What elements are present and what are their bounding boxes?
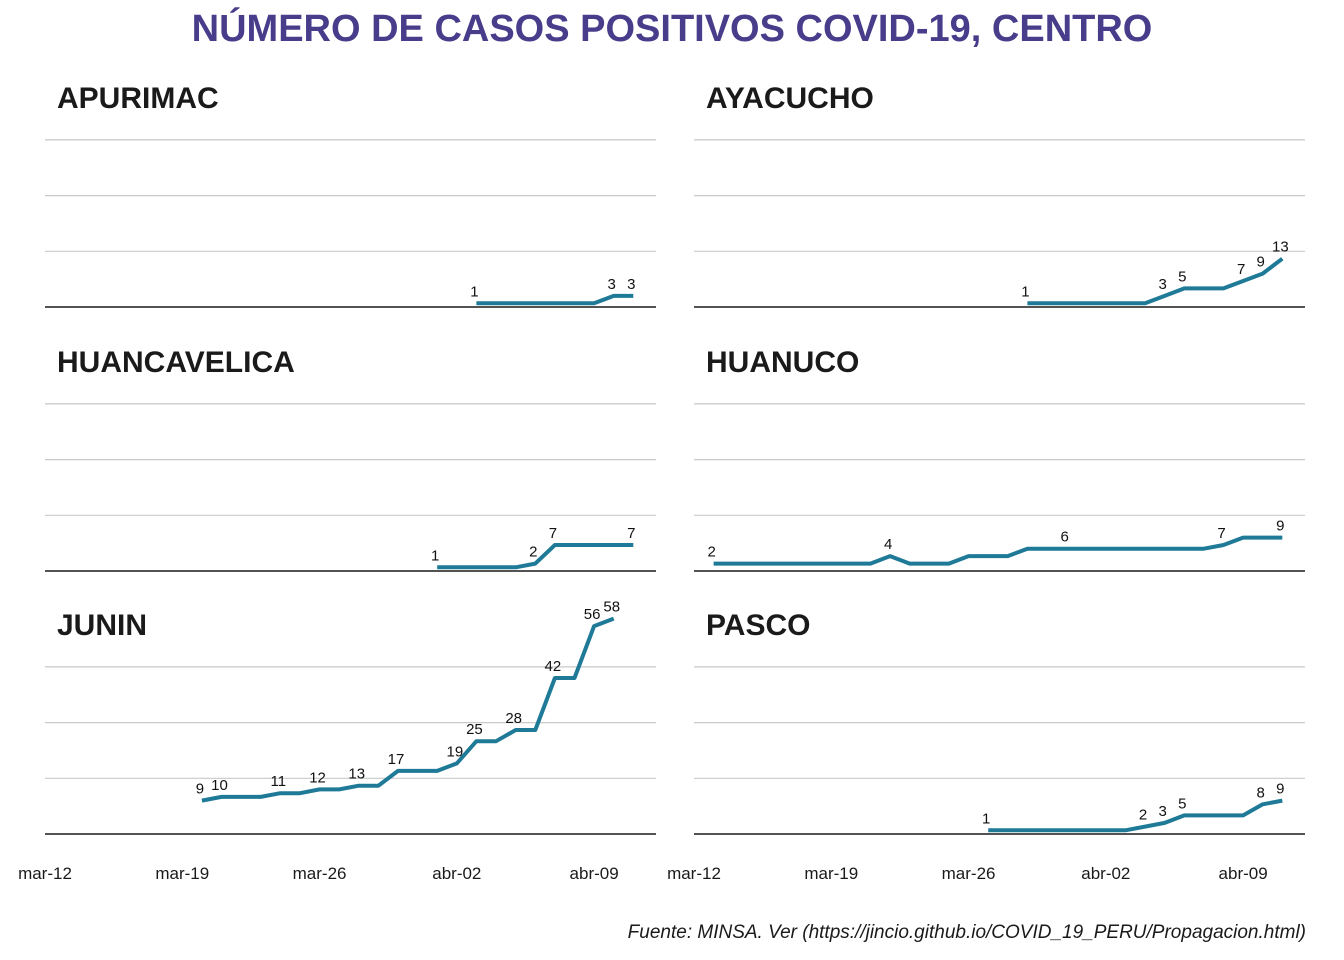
- x-tick-label: mar-12: [18, 864, 72, 883]
- pasco-data-label: 3: [1158, 803, 1166, 820]
- apurimac-data-label: 1: [470, 283, 478, 300]
- huancavelica-data-label: 7: [549, 525, 557, 542]
- huancavelica-data-label: 7: [627, 525, 635, 542]
- x-tick-label: abr-02: [1081, 864, 1130, 883]
- junin-data-label: 56: [584, 606, 601, 623]
- panel-title-pasco: PASCO: [706, 609, 810, 642]
- junin-data-label: 10: [211, 777, 228, 794]
- x-tick-label: abr-02: [432, 864, 481, 883]
- apurimac-data-label: 3: [627, 276, 635, 293]
- pasco-series-line: [988, 798, 1283, 833]
- junin-data-label: 25: [466, 721, 483, 738]
- junin-data-label: 11: [271, 773, 287, 790]
- pasco-data-label: 5: [1178, 795, 1186, 812]
- junin-data-label: 9: [196, 781, 204, 798]
- panel-title-huanuco: HUANUCO: [706, 346, 859, 379]
- junin-series-line: [201, 616, 615, 803]
- pasco-data-label: 9: [1276, 781, 1284, 798]
- junin-data-label: 19: [446, 743, 463, 760]
- huancavelica-data-label: 1: [431, 547, 439, 564]
- x-tick-label: mar-19: [155, 864, 209, 883]
- panel-title-ayacucho: AYACUCHO: [706, 82, 874, 115]
- apurimac-series-line: [476, 293, 634, 306]
- x-tick-label: mar-26: [293, 864, 347, 883]
- apurimac-data-label: 3: [608, 276, 616, 293]
- x-tick-label: mar-26: [942, 864, 996, 883]
- junin-data-label: 58: [603, 599, 620, 616]
- ayacucho-data-label: 1: [1021, 283, 1029, 300]
- ayacucho-data-label: 7: [1237, 261, 1245, 278]
- ayacucho-series-line: [1027, 257, 1284, 306]
- panel-title-huancavelica: HUANCAVELICA: [57, 346, 295, 379]
- junin-data-label: 17: [388, 751, 405, 768]
- x-tick-label: mar-19: [804, 864, 858, 883]
- huanuco-data-label: 4: [884, 536, 892, 553]
- source-note: Fuente: MINSA. Ver (https://jincio.githu…: [627, 922, 1306, 943]
- ayacucho-data-label: 5: [1178, 268, 1186, 285]
- huancavelica-series-line: [437, 543, 634, 570]
- x-tick-label: abr-09: [1219, 864, 1268, 883]
- panel-title-junin: JUNIN: [57, 609, 147, 642]
- huanuco-data-label: 6: [1060, 529, 1068, 546]
- x-tick-label: mar-12: [667, 864, 721, 883]
- huanuco-data-label: 2: [707, 544, 715, 561]
- pasco-data-label: 1: [982, 810, 990, 827]
- panel-title-apurimac: APURIMAC: [57, 82, 219, 115]
- huanuco-data-label: 7: [1217, 525, 1225, 542]
- ayacucho-data-label: 9: [1257, 254, 1265, 271]
- junin-data-label: 42: [545, 658, 562, 675]
- huancavelica-data-label: 2: [529, 544, 537, 561]
- chart-title: NÚMERO DE CASOS POSITIVOS COVID-19, CENT…: [191, 8, 1153, 50]
- x-tick-label: abr-09: [570, 864, 619, 883]
- ayacucho-data-label: 13: [1272, 239, 1289, 256]
- ayacucho-data-label: 3: [1158, 276, 1166, 293]
- junin-data-label: 12: [309, 769, 326, 786]
- junin-data-label: 13: [348, 766, 365, 783]
- junin-data-label: 28: [505, 710, 522, 727]
- pasco-data-label: 2: [1139, 807, 1147, 824]
- huanuco-series-line: [713, 535, 1283, 566]
- huanuco-data-label: 9: [1276, 518, 1284, 535]
- pasco-data-label: 8: [1257, 784, 1265, 801]
